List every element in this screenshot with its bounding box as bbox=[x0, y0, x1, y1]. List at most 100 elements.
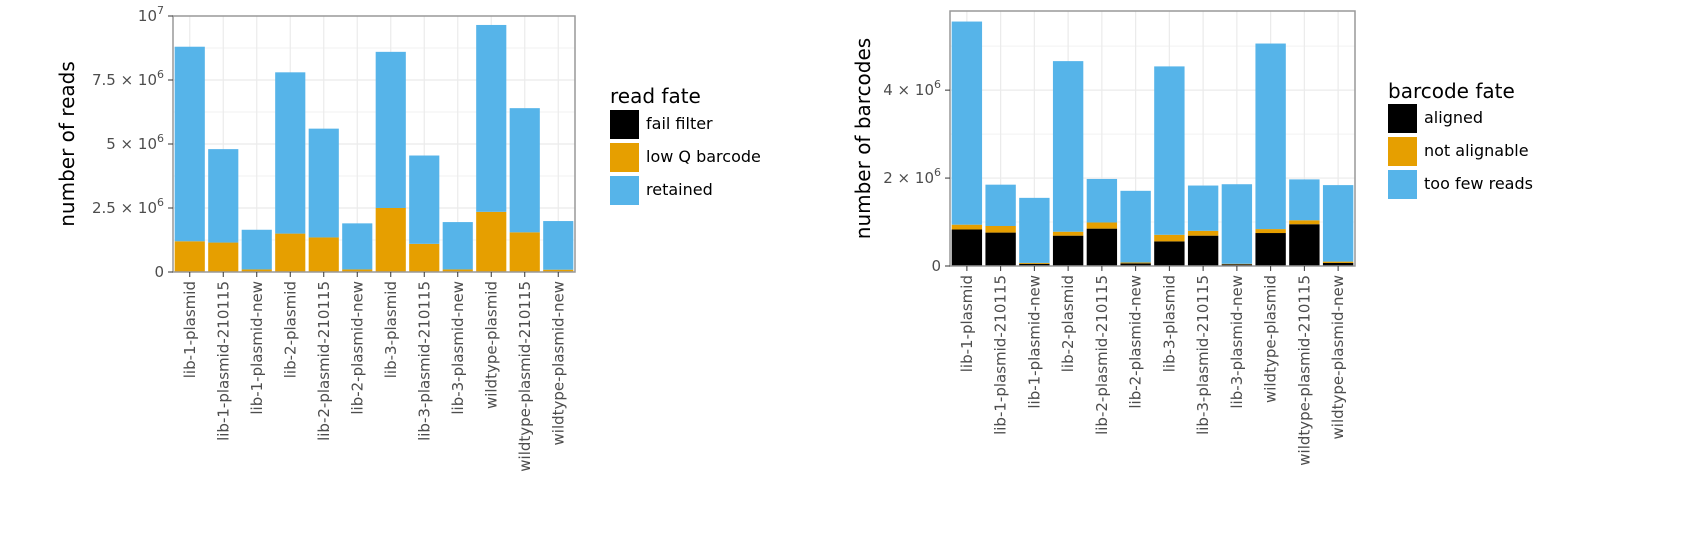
bar-not-alignable-wildtype-plasmid bbox=[1255, 229, 1286, 234]
bar-not-alignable-lib-3-plasmid-210115 bbox=[1187, 230, 1219, 236]
legend-label: too few reads bbox=[1424, 174, 1533, 193]
bar-low-Q-barcode-lib-3-plasmid-210115 bbox=[409, 243, 440, 272]
reads-chart: 0 2.5 × 106 5 × 106 7.5 × 106 107 lib-1-plasm… bbox=[55, 4, 761, 472]
bar-not-alignable-lib-1-plasmid-new bbox=[1019, 262, 1050, 264]
x-tick-label: lib-3-plasmid bbox=[1160, 275, 1178, 372]
bar-low-Q-barcode-wildtype-plasmid bbox=[476, 211, 507, 272]
x-tick-label: lib-2-plasmid bbox=[281, 281, 299, 378]
bar-aligned-wildtype-plasmid-new bbox=[1322, 262, 1354, 266]
bar-not-alignable-lib-1-plasmid bbox=[951, 224, 983, 230]
bar-retained-lib-3-plasmid-new bbox=[442, 222, 473, 270]
x-tick-label: lib-1-plasmid-210115 bbox=[214, 281, 232, 441]
x-tick-label: wildtype-plasmid-new bbox=[1329, 275, 1347, 439]
bar-retained-lib-2-plasmid bbox=[275, 72, 306, 234]
x-tick-label: lib-3-plasmid bbox=[382, 281, 400, 378]
bar-low-Q-barcode-lib-3-plasmid-new bbox=[442, 269, 473, 272]
legend-label: low Q barcode bbox=[646, 147, 761, 166]
bar-retained-lib-1-plasmid-new bbox=[241, 229, 272, 270]
bar-too-few-reads-lib-3-plasmid bbox=[1154, 66, 1185, 235]
bar-low-Q-barcode-lib-1-plasmid-210115 bbox=[208, 242, 239, 272]
bar-retained-lib-3-plasmid-210115 bbox=[409, 155, 440, 244]
bar-low-Q-barcode-lib-2-plasmid bbox=[275, 233, 306, 272]
y-tick-label: 107 bbox=[138, 4, 164, 25]
bar-too-few-reads-lib-1-plasmid-new bbox=[1019, 197, 1050, 263]
x-tick-label: wildtype-plasmid-210115 bbox=[1295, 275, 1313, 466]
y-tick-label: 0 bbox=[154, 263, 164, 281]
legend-swatch bbox=[610, 176, 639, 205]
legend-label: not alignable bbox=[1424, 141, 1529, 160]
bar-not-alignable-wildtype-plasmid-new bbox=[1322, 261, 1354, 263]
bar-too-few-reads-lib-3-plasmid-210115 bbox=[1187, 185, 1219, 231]
legend-swatch bbox=[1388, 170, 1417, 199]
bar-aligned-lib-2-plasmid bbox=[1052, 235, 1084, 266]
bar-not-alignable-lib-2-plasmid-210115 bbox=[1086, 222, 1118, 229]
bar-too-few-reads-wildtype-plasmid-new bbox=[1322, 185, 1354, 262]
y-axis-title: number of barcodes bbox=[851, 38, 875, 239]
x-tick-label: wildtype-plasmid bbox=[1262, 275, 1280, 403]
bar-retained-lib-2-plasmid-new bbox=[342, 223, 373, 270]
bar-not-alignable-lib-1-plasmid-210115 bbox=[985, 225, 1016, 233]
x-tick-label: lib-1-plasmid bbox=[958, 275, 976, 372]
bar-too-few-reads-wildtype-plasmid bbox=[1255, 43, 1286, 230]
y-tick-label: 5 × 106 bbox=[106, 132, 164, 153]
barcodes-chart: 0 2 × 106 4 × 106 lib-1-plasmid lib-1-plasmi… bbox=[851, 10, 1533, 466]
bar-aligned-lib-3-plasmid bbox=[1154, 241, 1185, 266]
legend-swatch bbox=[1388, 137, 1417, 166]
bar-low-Q-barcode-wildtype-plasmid-210115 bbox=[509, 232, 540, 272]
x-tick-label: lib-2-plasmid bbox=[1059, 275, 1077, 372]
legend-label: fail filter bbox=[646, 114, 713, 133]
plot-border bbox=[949, 10, 1356, 267]
bar-aligned-lib-2-plasmid-new bbox=[1120, 263, 1151, 266]
legend-swatch bbox=[1388, 104, 1417, 133]
y-tick-label: 2 × 106 bbox=[883, 166, 941, 187]
bar-aligned-wildtype-plasmid bbox=[1255, 233, 1286, 266]
bar-aligned-lib-1-plasmid-210115 bbox=[985, 232, 1016, 266]
bar-too-few-reads-lib-2-plasmid-new bbox=[1120, 190, 1151, 263]
bar-retained-lib-3-plasmid bbox=[375, 51, 406, 209]
bar-low-Q-barcode-lib-2-plasmid-210115 bbox=[308, 237, 339, 272]
legend-label: retained bbox=[646, 180, 713, 199]
bar-low-Q-barcode-lib-3-plasmid bbox=[375, 208, 406, 272]
x-tick-label: wildtype-plasmid-210115 bbox=[516, 281, 534, 472]
bar-retained-wildtype-plasmid bbox=[476, 24, 507, 212]
bar-retained-lib-1-plasmid-210115 bbox=[208, 149, 239, 243]
bar-too-few-reads-lib-2-plasmid-210115 bbox=[1086, 178, 1118, 223]
legend-title: barcode fate bbox=[1388, 79, 1515, 103]
x-tick-label: lib-3-plasmid-210115 bbox=[1194, 275, 1212, 435]
bar-too-few-reads-lib-1-plasmid bbox=[951, 21, 983, 225]
x-tick-label: lib-1-plasmid-new bbox=[248, 281, 266, 415]
y-axis-title: number of reads bbox=[55, 61, 79, 227]
x-tick-label: wildtype-plasmid-new bbox=[549, 281, 567, 445]
legend-swatch bbox=[610, 143, 639, 172]
y-tick-label: 0 bbox=[931, 257, 941, 275]
legend-title: read fate bbox=[610, 84, 701, 108]
bar-not-alignable-lib-2-plasmid-new bbox=[1120, 262, 1151, 264]
bar-not-alignable-lib-2-plasmid bbox=[1052, 231, 1084, 236]
bar-not-alignable-lib-3-plasmid bbox=[1154, 234, 1185, 242]
bar-too-few-reads-wildtype-plasmid-210115 bbox=[1289, 179, 1320, 221]
x-tick-label: lib-2-plasmid-new bbox=[1127, 275, 1145, 409]
bar-not-alignable-wildtype-plasmid-210115 bbox=[1289, 220, 1320, 225]
bar-retained-lib-1-plasmid bbox=[174, 46, 205, 242]
bar-retained-lib-2-plasmid-210115 bbox=[308, 128, 339, 238]
x-tick-label: lib-2-plasmid-210115 bbox=[1093, 275, 1111, 435]
x-tick-label: lib-2-plasmid-210115 bbox=[315, 281, 333, 441]
x-tick-label: lib-1-plasmid-new bbox=[1025, 275, 1043, 409]
bar-low-Q-barcode-wildtype-plasmid-new bbox=[543, 269, 574, 272]
bar-aligned-lib-1-plasmid-new bbox=[1019, 263, 1050, 266]
y-tick-label: 2.5 × 106 bbox=[92, 196, 164, 217]
y-tick-label: 7.5 × 106 bbox=[92, 68, 164, 89]
x-tick-label: lib-1-plasmid bbox=[181, 281, 199, 378]
x-tick-label: wildtype-plasmid bbox=[482, 281, 500, 409]
y-tick-label: 4 × 106 bbox=[883, 78, 941, 99]
bar-too-few-reads-lib-3-plasmid-new bbox=[1221, 184, 1253, 264]
bar-aligned-wildtype-plasmid-210115 bbox=[1289, 224, 1320, 266]
bar-too-few-reads-lib-2-plasmid bbox=[1052, 61, 1084, 232]
bar-low-Q-barcode-lib-1-plasmid-new bbox=[241, 269, 272, 272]
bar-low-Q-barcode-lib-2-plasmid-new bbox=[342, 269, 373, 272]
x-tick-label: lib-3-plasmid-new bbox=[1228, 275, 1246, 409]
bar-too-few-reads-lib-1-plasmid-210115 bbox=[985, 184, 1016, 226]
bar-aligned-lib-2-plasmid-210115 bbox=[1086, 228, 1118, 266]
bar-aligned-lib-1-plasmid bbox=[951, 229, 983, 266]
